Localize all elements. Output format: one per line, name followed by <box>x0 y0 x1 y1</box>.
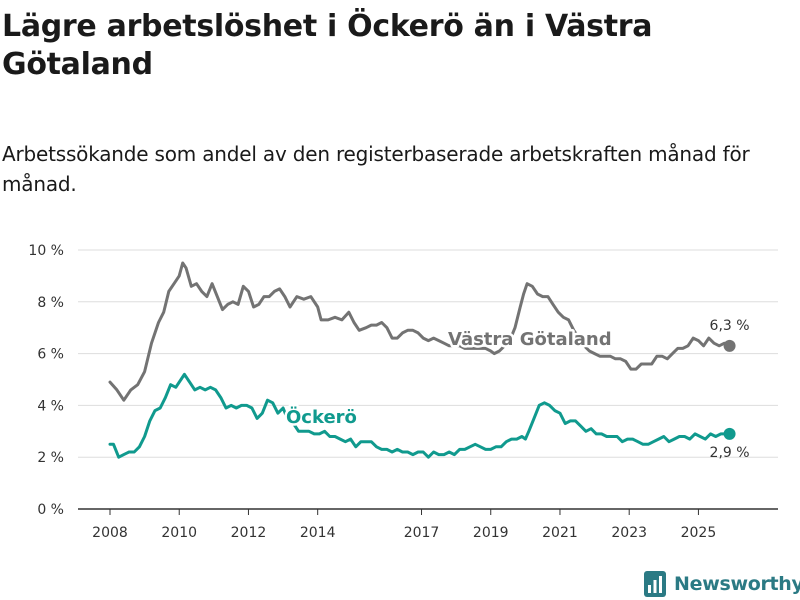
x-tick-label: 2025 <box>681 525 717 541</box>
series-label-ockero: Öckerö <box>286 406 357 428</box>
x-tick-label: 2017 <box>404 525 440 541</box>
y-tick-label: 6 % <box>37 347 64 363</box>
end-label-vastra-gotaland: 6,3 % <box>710 318 750 334</box>
y-tick-label: 10 % <box>28 243 64 259</box>
y-tick-label: 0 % <box>37 502 64 518</box>
end-point-vastra-gotaland <box>723 339 736 352</box>
newsworthy-brand[interactable]: Newsworthy <box>644 570 800 598</box>
end-point-ockero <box>723 427 736 440</box>
x-tick-label: 2014 <box>300 525 336 541</box>
y-axis-tick-labels: 0 % 2 % 4 % 6 % 8 % 10 % <box>28 243 64 518</box>
x-axis: 2008 2010 2012 2014 2017 2019 2021 2023 2025 <box>92 509 716 541</box>
series-lines <box>108 261 736 459</box>
bar-chart-icon <box>644 571 666 597</box>
series-line-ockero <box>108 372 732 459</box>
brand-name: Newsworthy <box>674 573 800 595</box>
end-label-ockero: 2,9 % <box>710 445 750 461</box>
y-tick-label: 4 % <box>37 398 64 414</box>
series-labels: Västra Götaland Öckerö 6,3 % 2,9 % <box>284 318 750 461</box>
grid-lines <box>78 249 778 510</box>
y-tick-label: 2 % <box>37 450 64 466</box>
chart-subtitle: Arbetssökande som andel av den registerb… <box>2 142 750 196</box>
chart-title: Lägre arbetslöshet i Öckerö än i Västra … <box>2 9 653 82</box>
y-tick-label: 8 % <box>37 295 64 311</box>
x-tick-label: 2010 <box>161 525 197 541</box>
series-label-vastra-gotaland: Västra Götaland <box>448 329 612 350</box>
x-tick-label: 2019 <box>473 525 509 541</box>
x-tick-label: 2008 <box>92 525 128 541</box>
series-line-vastra-gotaland <box>108 261 732 402</box>
x-tick-label: 2021 <box>542 525 578 541</box>
x-tick-label: 2023 <box>611 525 647 541</box>
x-tick-label: 2012 <box>231 525 267 541</box>
